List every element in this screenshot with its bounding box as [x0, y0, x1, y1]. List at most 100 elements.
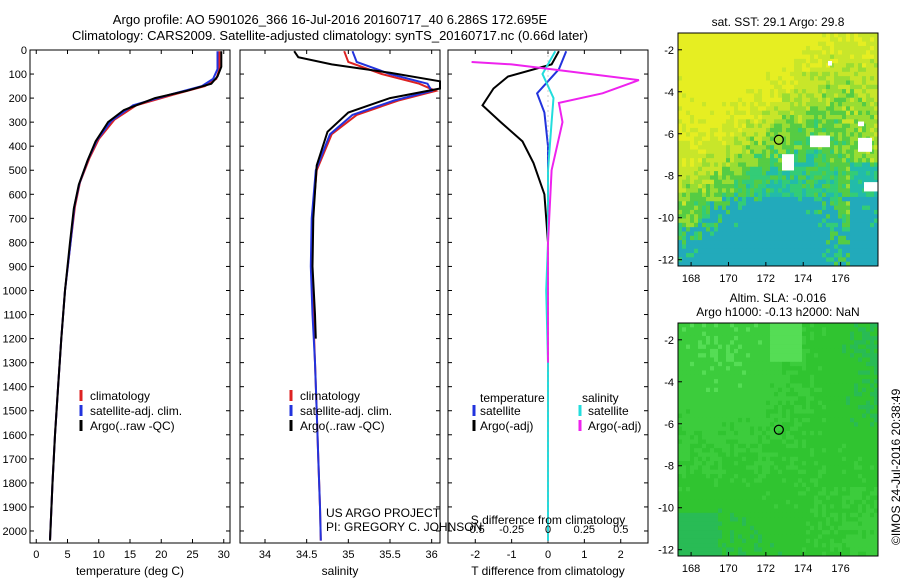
map-cell [858, 452, 863, 458]
map-cell [870, 422, 875, 427]
map-cell [746, 392, 751, 397]
map-cell [758, 33, 763, 38]
map-cell [802, 400, 807, 406]
map-cell [682, 45, 687, 51]
map-cell [842, 413, 847, 419]
map-cell [874, 327, 879, 333]
map-cell [754, 132, 759, 137]
map-cell [874, 222, 879, 228]
map-cell [770, 93, 775, 99]
map-cell [870, 482, 875, 488]
map-cell [850, 166, 855, 172]
map-cell [702, 196, 707, 202]
map-cell [870, 469, 875, 475]
map-cell [826, 80, 831, 86]
map-cell [818, 132, 823, 137]
map-cell [806, 192, 811, 198]
map-cell [858, 478, 863, 484]
map-cell [686, 357, 691, 363]
map-cell [678, 452, 683, 458]
map-cell [742, 370, 747, 376]
map-cell [706, 110, 711, 116]
map-cell [742, 231, 747, 237]
map-cell [758, 84, 763, 90]
map-cell [826, 110, 831, 116]
map-cell [738, 123, 743, 129]
map-cell [858, 461, 863, 466]
map-cell [742, 50, 747, 55]
map-cell [858, 93, 863, 99]
map-cell [822, 248, 827, 254]
map-cell [822, 153, 827, 159]
map-cell [798, 456, 803, 462]
map-cell [722, 361, 727, 367]
map-cell [702, 153, 707, 159]
map-cell [738, 417, 743, 423]
map-cell [758, 158, 763, 163]
map-cell [766, 145, 771, 150]
map-cell [782, 102, 787, 107]
map-cell [706, 149, 711, 155]
map-cell [774, 63, 779, 68]
map-cell [838, 119, 843, 125]
map-cell [774, 102, 779, 107]
map-cell [786, 145, 791, 150]
map-cell [750, 465, 755, 471]
map-cell [798, 114, 803, 120]
map-cell [870, 387, 875, 393]
map-cell [734, 209, 739, 215]
map-cell [806, 102, 811, 107]
map-cell [818, 353, 823, 358]
map-cell [686, 366, 691, 371]
map-cell [850, 84, 855, 90]
map-cell [686, 231, 691, 237]
map-cell [714, 171, 719, 176]
map-cell [858, 439, 863, 445]
map-cell [754, 50, 759, 55]
map-cell [702, 426, 707, 432]
map-cell [834, 469, 839, 475]
map-cell [874, 50, 879, 55]
map-cell [846, 404, 851, 410]
map-cell [806, 184, 811, 189]
map-cell [854, 222, 859, 228]
map-cell [866, 205, 871, 211]
map-cell [694, 192, 699, 198]
map-cell [798, 374, 803, 380]
map-cell [686, 400, 691, 406]
map-cell [818, 430, 823, 436]
map-cell [874, 392, 879, 397]
map-cell [858, 227, 863, 232]
map-cell [822, 261, 827, 267]
map-cell [806, 119, 811, 125]
map-cell [830, 478, 835, 484]
map-cell [730, 374, 735, 380]
map-cell [838, 136, 843, 142]
map-cell [678, 123, 683, 129]
map-cell [678, 413, 683, 419]
map-cell [750, 227, 755, 232]
map-cell [690, 89, 695, 94]
map-cell [858, 218, 863, 224]
map-cell [690, 430, 695, 436]
map-cell [702, 478, 707, 484]
map-cell [706, 153, 711, 159]
map-cell [874, 218, 879, 224]
map-cell [826, 33, 831, 38]
map-cell [790, 41, 795, 47]
map-cell [834, 370, 839, 376]
map-cell [850, 218, 855, 224]
map-cell [762, 235, 767, 241]
map-cell [690, 102, 695, 107]
map-cell [770, 327, 775, 333]
map-cell [738, 171, 743, 176]
map-cell [754, 469, 759, 475]
map-cell [678, 383, 683, 389]
map-cell [682, 404, 687, 410]
map-cell [774, 435, 779, 440]
map-cell [710, 235, 715, 241]
map-cell [778, 145, 783, 150]
map-cell [842, 201, 847, 206]
map-cell [822, 97, 827, 103]
map-cell [778, 80, 783, 86]
